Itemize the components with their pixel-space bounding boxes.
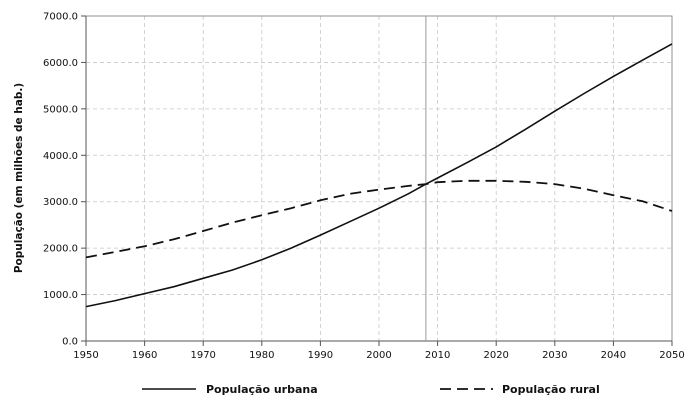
legend: População urbana População rural — [142, 383, 600, 396]
x-tick-label: 2050 — [659, 350, 684, 361]
x-tick-label: 2030 — [542, 350, 567, 361]
x-tick-label: 1980 — [249, 350, 274, 361]
y-tick-label: 5000.0 — [43, 104, 78, 115]
x-tick-label: 1960 — [132, 350, 157, 361]
x-tick-label: 1970 — [190, 350, 215, 361]
axes — [81, 15, 673, 346]
series-line-urban — [85, 43, 673, 308]
tick-labels: 1950 1960 1970 1980 1990 2000 2010 2020 2030 2040… — [43, 12, 685, 362]
y-tick-label: 1000.0 — [43, 290, 78, 301]
y-tick-label: 3000.0 — [43, 197, 78, 208]
y-axis-title: População (em milhões de hab.) — [13, 83, 25, 273]
grid — [86, 16, 672, 341]
series-lines — [85, 43, 673, 308]
y-tick-label: 2000.0 — [43, 244, 78, 255]
y-tick-label: 6000.0 — [43, 58, 78, 69]
y-tick-label: 7000.0 — [43, 12, 78, 23]
series-line-rural — [85, 179, 673, 259]
x-tick-label: 2010 — [425, 350, 450, 361]
y-tick-label: 4000.0 — [43, 151, 78, 162]
x-tick-label: 2040 — [601, 350, 626, 361]
legend-label-rural: População rural — [502, 383, 600, 396]
y-tick-label: 0.0 — [62, 337, 78, 348]
x-tick-label: 1990 — [308, 350, 333, 361]
x-tick-label: 2020 — [483, 350, 508, 361]
x-tick-label: 2000 — [366, 350, 391, 361]
legend-label-urban: População urbana — [206, 383, 318, 396]
x-tick-label: 1950 — [73, 350, 98, 361]
